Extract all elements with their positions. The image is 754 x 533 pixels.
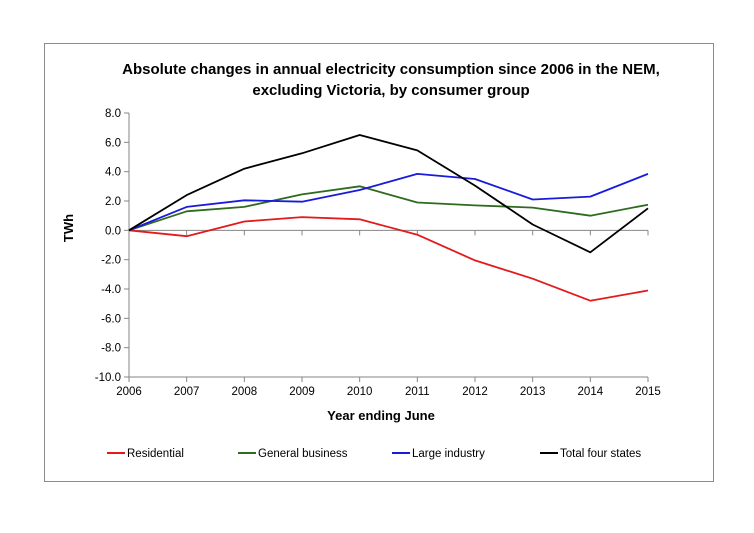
x-tick-label: 2015 (635, 386, 661, 398)
y-tick-label: 4.0 (105, 167, 121, 179)
y-tick-label: -2.0 (101, 255, 121, 267)
x-tick-label: 2011 (405, 386, 430, 398)
legend-label: Residential (127, 448, 184, 460)
y-tick-label: 8.0 (105, 108, 121, 120)
legend-label: General business (258, 448, 348, 460)
series-line-total-four-states (128, 134, 649, 254)
x-axis-title: Year ending June (327, 408, 435, 423)
series-line-residential (128, 216, 649, 302)
chart-frame (44, 43, 714, 482)
legend: Residential General business Large industr… (107, 448, 641, 460)
y-tick-label: 0.0 (105, 225, 121, 237)
chart-title-line-1: Absolute changes in annual electricity c… (122, 61, 660, 78)
x-tick-label: 2012 (462, 386, 488, 398)
x-tick-label: 2014 (578, 386, 604, 398)
y-axis-title: TWh (61, 214, 76, 242)
x-tick-label: 2008 (232, 386, 258, 398)
x-tick-label: 2009 (289, 386, 315, 398)
x-axis-ticks: 2006 2007 2008 2009 2010 2011 2012 2013 2014 2015 (116, 230, 661, 398)
y-tick-label: -10.0 (95, 372, 121, 384)
y-tick-label: -6.0 (101, 313, 121, 325)
axes (128, 113, 648, 378)
x-tick-label: 2007 (174, 386, 200, 398)
y-tick-label: 6.0 (105, 137, 121, 149)
series-line-large-industry (128, 172, 649, 232)
chart-title: Absolute changes in annual electricity c… (122, 61, 660, 99)
chart-title-line-2: excluding Victoria, by consumer group (252, 82, 529, 99)
y-tick-label: -4.0 (101, 284, 121, 296)
legend-label: Total four states (560, 448, 641, 460)
x-tick-label: 2006 (116, 386, 142, 398)
legend-label: Large industry (412, 448, 485, 460)
y-tick-label: 2.0 (105, 196, 121, 208)
y-tick-label: -8.0 (101, 343, 121, 355)
x-tick-label: 2010 (347, 386, 373, 398)
x-tick-label: 2013 (520, 386, 546, 398)
series-lines (128, 134, 649, 302)
series-line-general-business (128, 185, 649, 232)
y-axis-ticks: 8.0 6.0 4.0 2.0 0.0 -2.0 -4.0 -6.0 -8.0 -10.0 (95, 108, 129, 384)
